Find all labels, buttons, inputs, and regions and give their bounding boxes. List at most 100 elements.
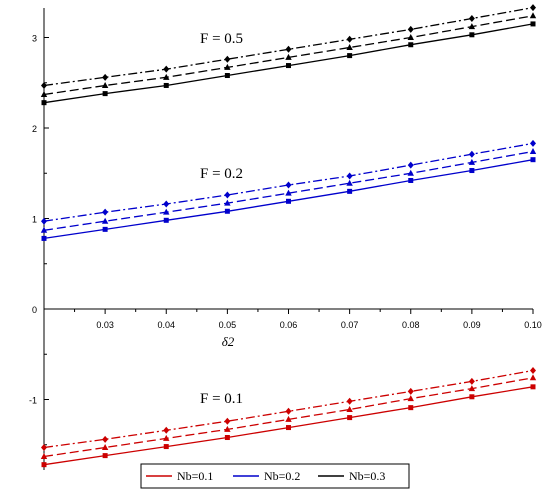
x-tick-label: 0.08	[402, 320, 420, 330]
marker-triangle	[40, 453, 48, 460]
marker-triangle	[224, 199, 231, 206]
marker-diamond	[468, 150, 475, 158]
marker-square	[469, 168, 475, 174]
marker-diamond	[41, 217, 47, 225]
marker-diamond	[41, 81, 47, 89]
marker-triangle	[285, 189, 292, 196]
marker-diamond	[224, 55, 231, 63]
marker-square	[102, 453, 108, 459]
legend-label: Nb=0.2	[264, 469, 300, 483]
marker-diamond	[224, 191, 231, 199]
y-tick-label: 1	[32, 215, 37, 225]
marker-square	[163, 217, 169, 223]
marker-triangle	[468, 23, 476, 30]
x-tick-label: 0.07	[341, 320, 359, 330]
marker-square	[286, 63, 291, 69]
group-label: F = 0.5	[200, 31, 243, 47]
marker-diamond	[285, 407, 292, 415]
group-label: F = 0.2	[200, 166, 243, 182]
marker-square	[163, 82, 169, 88]
marker-triangle	[101, 443, 109, 450]
marker-triangle	[407, 169, 414, 176]
marker-diamond	[407, 387, 414, 395]
x-tick-label: 0.04	[157, 320, 175, 330]
marker-diamond	[530, 367, 536, 375]
marker-triangle	[346, 43, 353, 50]
marker-square	[102, 91, 108, 97]
marker-triangle	[285, 415, 292, 422]
series-layer	[40, 4, 537, 468]
marker-diamond	[407, 161, 414, 169]
marker-diamond	[224, 417, 231, 425]
marker-square	[530, 21, 536, 27]
x-tick-label: 0.10	[524, 320, 542, 330]
marker-square	[469, 394, 475, 400]
legend-box	[140, 463, 410, 489]
marker-square	[224, 435, 230, 441]
marker-square	[530, 157, 536, 163]
marker-triangle	[529, 374, 537, 381]
marker-diamond	[530, 4, 536, 12]
y-tick-label: 3	[32, 34, 37, 44]
marker-triangle	[468, 385, 476, 392]
marker-triangle	[407, 395, 414, 402]
marker-square	[286, 425, 291, 431]
marker-diamond	[468, 377, 475, 385]
marker-triangle	[468, 158, 476, 165]
marker-diamond	[163, 65, 170, 73]
marker-diamond	[102, 208, 109, 216]
marker-diamond	[163, 426, 170, 434]
marker-diamond	[346, 35, 353, 43]
marker-diamond	[285, 45, 292, 53]
marker-diamond	[346, 172, 353, 180]
y-tick-label: 0	[32, 305, 37, 315]
marker-triangle	[224, 63, 231, 70]
marker-square	[408, 405, 414, 411]
x-tick-label: 0.09	[463, 320, 481, 330]
marker-triangle	[407, 34, 414, 40]
marker-diamond	[102, 435, 109, 443]
series-line	[43, 369, 534, 449]
y-tick-label: -1	[29, 396, 37, 406]
marker-diamond	[530, 139, 536, 147]
marker-square	[408, 177, 414, 183]
marker-square	[224, 73, 230, 79]
series-line	[43, 6, 534, 87]
marker-triangle	[101, 217, 109, 224]
marker-triangle	[40, 91, 48, 98]
marker-square	[41, 235, 47, 241]
marker-diamond	[346, 397, 353, 405]
marker-triangle	[40, 226, 48, 233]
marker-square	[347, 53, 353, 59]
x-tick-label: 0.06	[280, 320, 298, 330]
marker-diamond	[163, 200, 170, 208]
legend-label: Nb=0.3	[349, 469, 385, 483]
marker-triangle	[224, 425, 231, 432]
y-tick-label: 2	[32, 124, 37, 134]
marker-square	[41, 100, 47, 106]
marker-square	[347, 188, 353, 194]
marker-diamond	[407, 25, 414, 33]
marker-square	[530, 384, 536, 390]
marker-diamond	[102, 73, 109, 81]
legend-label: Nb=0.1	[177, 469, 213, 483]
marker-diamond	[468, 14, 475, 22]
marker-triangle	[101, 81, 109, 88]
x-tick-label: 0.03	[96, 320, 114, 330]
marker-triangle	[346, 179, 353, 186]
group-label: F = 0.1	[200, 391, 243, 407]
annotations: F = 0.5 F = 0.2 F = 0.1	[200, 31, 243, 407]
marker-diamond	[41, 443, 47, 451]
legend: Nb=0.1 Nb=0.2 Nb=0.3	[140, 463, 410, 489]
marker-square	[347, 415, 353, 421]
x-axis-label: δ2	[222, 334, 235, 349]
marker-square	[224, 208, 230, 214]
marker-square	[102, 226, 108, 232]
marker-square	[469, 32, 475, 38]
marker-triangle	[529, 12, 537, 19]
marker-triangle	[346, 405, 353, 412]
marker-square	[41, 462, 47, 468]
marker-triangle	[529, 148, 537, 155]
marker-triangle	[163, 208, 170, 215]
